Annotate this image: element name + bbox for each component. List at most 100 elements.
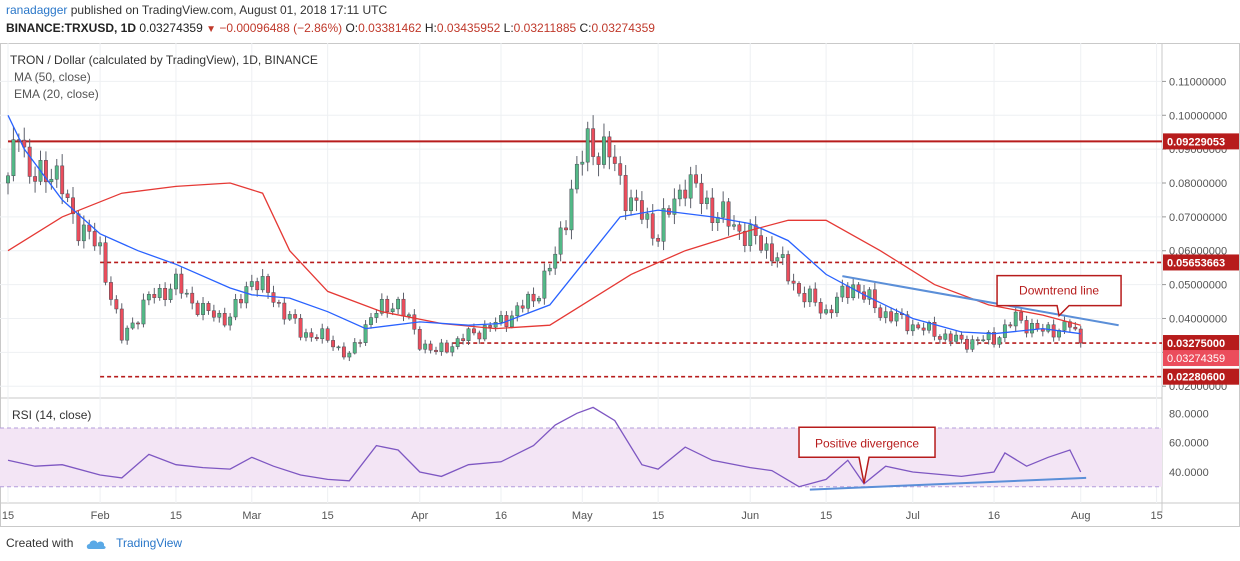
- candle-up: [369, 317, 373, 325]
- ohlc-line: BINANCE:TRXUSD, 1D 0.03274359 ▼ −0.00096…: [6, 21, 655, 35]
- candle-up: [824, 309, 829, 314]
- candle-up: [201, 303, 205, 315]
- candle-down: [699, 182, 704, 204]
- close-value: 0.03274359: [591, 21, 655, 35]
- candle-up: [233, 299, 238, 318]
- candle-down: [325, 328, 330, 341]
- candle-up: [1046, 324, 1051, 332]
- candle-up: [141, 299, 146, 325]
- candle-up: [157, 288, 162, 298]
- candle-up: [558, 227, 563, 255]
- candle-down: [1067, 321, 1072, 328]
- candle-up: [574, 163, 579, 190]
- rsi-band: [0, 427, 1162, 487]
- candle-up: [1013, 311, 1018, 327]
- author-link[interactable]: ranadagger: [6, 3, 68, 17]
- ema20-line: [7, 115, 1081, 335]
- tradingview-brand[interactable]: TradingView: [116, 536, 183, 550]
- candle-down: [276, 302, 281, 304]
- candle-down: [829, 309, 834, 314]
- x-tick-label: 15: [652, 510, 664, 522]
- candle-up: [11, 139, 16, 177]
- candle-up: [704, 197, 709, 204]
- candle-up: [450, 346, 455, 353]
- candle-down: [634, 197, 639, 201]
- candle-up: [910, 324, 915, 332]
- candle-down: [309, 332, 314, 338]
- candle-up: [645, 213, 650, 220]
- x-tick-label: Mar: [242, 510, 261, 522]
- candle-up: [423, 343, 428, 350]
- candle-down: [65, 193, 70, 199]
- candle-down: [1024, 320, 1029, 334]
- candle-up: [943, 333, 948, 340]
- candle-up: [840, 285, 845, 298]
- candle-up: [168, 288, 173, 300]
- level-price-tag: [1163, 335, 1239, 352]
- candle-down: [612, 156, 617, 164]
- candle-up: [970, 339, 975, 350]
- candle-up: [569, 188, 574, 231]
- candle-up: [320, 328, 325, 340]
- candle-down: [769, 243, 774, 262]
- candle-up: [217, 312, 222, 318]
- candle-up: [1002, 324, 1007, 338]
- candle-down: [314, 337, 319, 340]
- candle-down: [76, 213, 81, 242]
- candle-down: [461, 338, 466, 341]
- candle-down: [1008, 324, 1013, 327]
- candle-up: [482, 325, 487, 340]
- candle-down: [959, 334, 964, 340]
- candle-up: [553, 253, 558, 269]
- candle-down: [255, 281, 260, 291]
- candle-down: [726, 201, 731, 227]
- candle-up: [304, 332, 308, 338]
- candle-down: [791, 280, 796, 284]
- candle-down: [818, 302, 823, 314]
- candle-down: [937, 336, 942, 340]
- rsi-legend: RSI (14, close): [12, 408, 91, 422]
- candle-up: [661, 208, 666, 242]
- candle-up: [81, 224, 86, 242]
- candle-down: [742, 230, 747, 246]
- candle-up: [406, 314, 411, 317]
- high-value: 0.03435952: [436, 21, 501, 35]
- candle-up: [515, 305, 520, 317]
- y-tick-label: 0.08000000: [1169, 178, 1227, 190]
- level-price-tag: [1163, 368, 1239, 385]
- candle-down: [33, 176, 38, 182]
- candle-down: [786, 254, 791, 282]
- y-tick-label: 0.07000000: [1169, 212, 1227, 224]
- candle-down: [239, 299, 243, 304]
- candle-down: [802, 293, 807, 303]
- candle-up: [807, 288, 812, 303]
- candle-down: [71, 197, 75, 215]
- candle-down: [889, 311, 894, 322]
- candle-down: [385, 298, 390, 313]
- candle-up: [748, 224, 753, 246]
- price-chart[interactable]: 0.020000000.030000000.040000000.05000000…: [0, 40, 1240, 530]
- last-price: 0.03274359: [139, 21, 203, 35]
- tradingview-cloud-icon: [86, 540, 106, 549]
- high-label: H:: [424, 21, 437, 35]
- x-tick-label: Feb: [91, 510, 110, 522]
- candle-down: [1051, 324, 1056, 338]
- candle-up: [894, 313, 899, 322]
- x-tick-label: May: [572, 510, 593, 522]
- candle-up: [174, 273, 178, 290]
- x-tick-label: 16: [495, 510, 507, 522]
- candle-up: [336, 346, 341, 349]
- candle-down: [331, 340, 335, 348]
- candle-up: [363, 324, 368, 343]
- candle-up: [466, 328, 471, 341]
- candle-up: [981, 339, 986, 342]
- candle-up: [954, 334, 959, 342]
- y-tick-label: 0.11000000: [1169, 76, 1226, 88]
- candle-up: [352, 342, 357, 354]
- candle-up: [780, 254, 785, 258]
- candle-down: [282, 302, 287, 320]
- candle-up: [125, 327, 130, 341]
- candle-down: [428, 343, 433, 351]
- rsi-tick-label: 80.0000: [1169, 408, 1209, 420]
- level-price-label: 0.09229053: [1167, 136, 1225, 148]
